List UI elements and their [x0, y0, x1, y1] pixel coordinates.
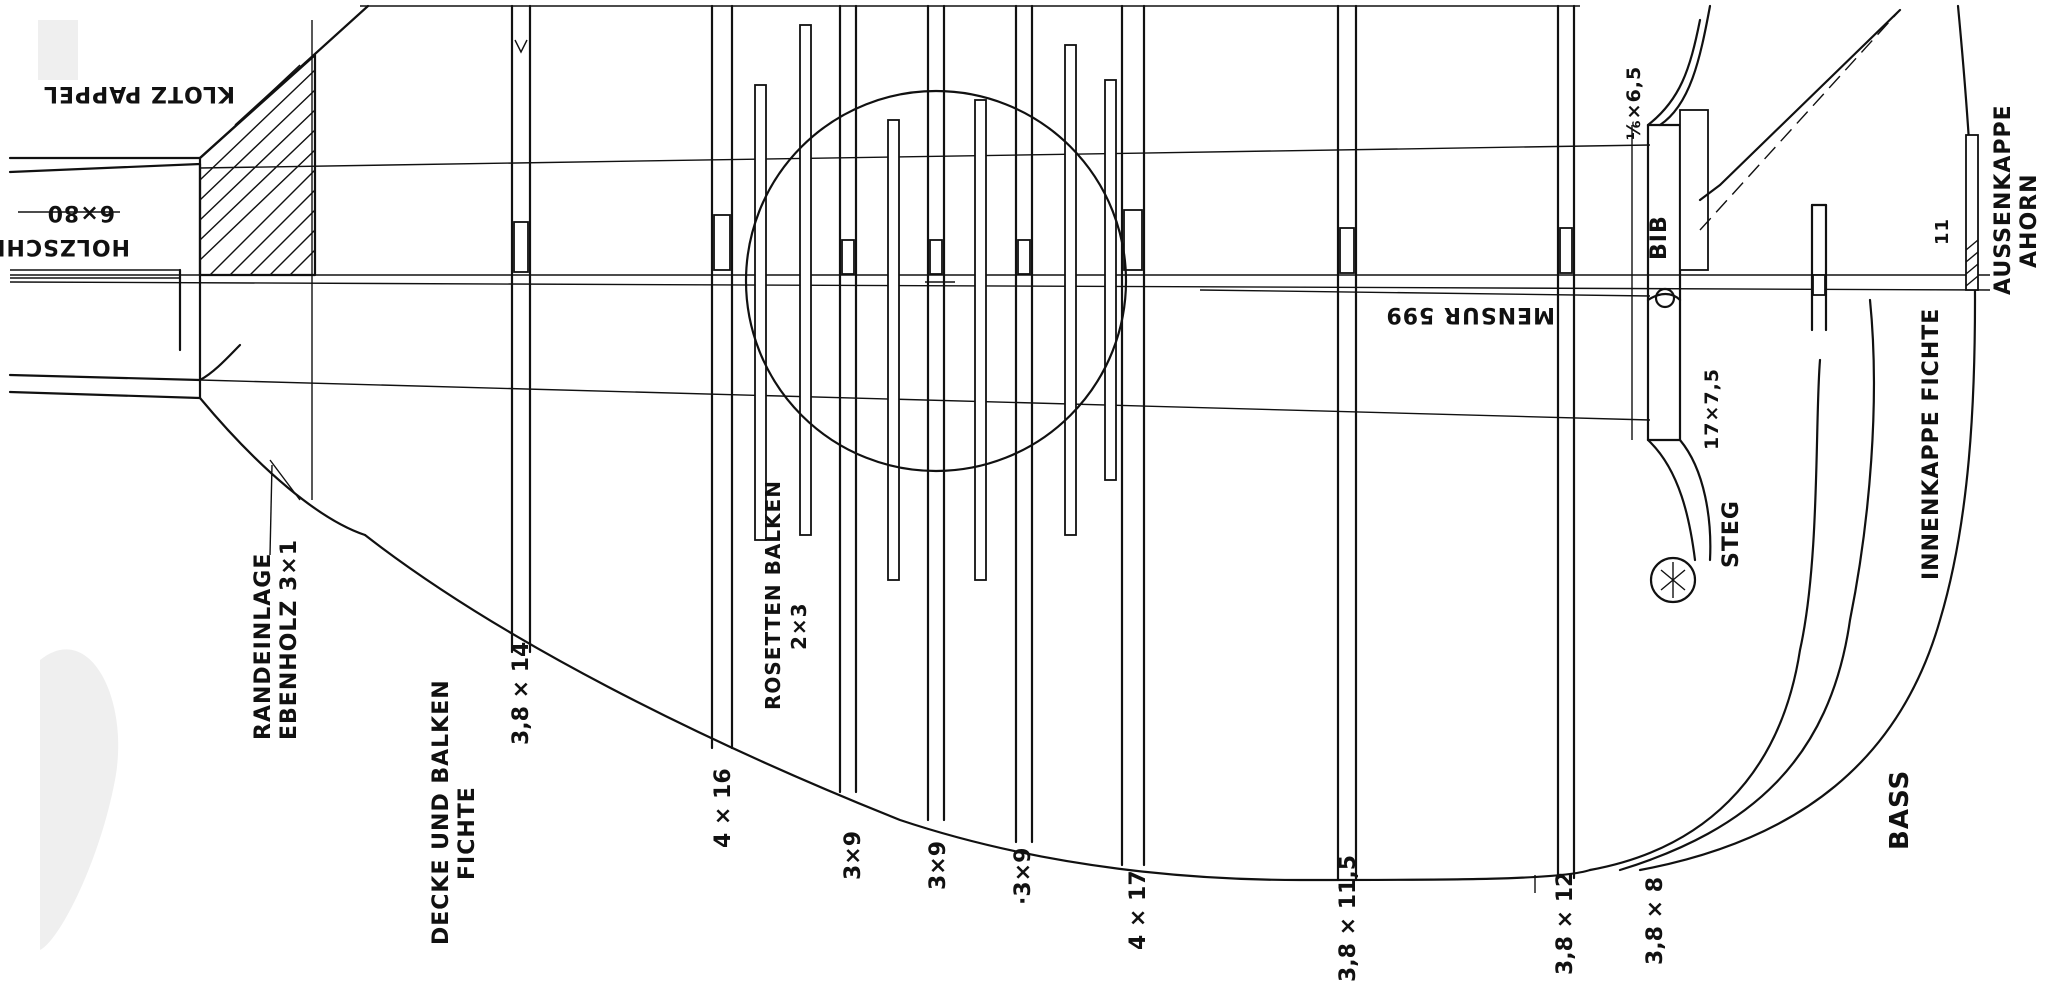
scan-smudge [38, 20, 78, 80]
dim-b4: 3×9 [926, 841, 951, 890]
svg-text:6×80: 6×80 [47, 200, 115, 225]
brace-b7 [1336, 4, 1358, 882]
svg-text:2×3: 2×3 [787, 602, 811, 650]
outer-cap [1965, 134, 1979, 291]
inner-cap [1810, 203, 1828, 332]
label-holzschraube: HOLZSCHRAUBE 6×80 [0, 200, 130, 259]
label-steg-size: 17×7,5 [1701, 368, 1723, 450]
lower-bout-inner [1588, 358, 1822, 872]
label-bridge-top: ⅙×6,5 [1623, 66, 1645, 140]
label-klotz: KLOTZ PAPPEL [43, 81, 235, 106]
dim-b9: 3,8 × 8 [1643, 877, 1668, 965]
label-bass: BASS [1885, 770, 1915, 850]
lower-bout-outer [1618, 298, 1876, 872]
dim-b2: 4 × 16 [711, 768, 736, 848]
svg-text:DECKE UND BALKEN: DECKE UND BALKEN [429, 679, 454, 945]
sound-hole [744, 89, 1128, 473]
dim-b8: 3,8 × 12 [1553, 872, 1578, 975]
label-rosetten: ROSETTEN BALKEN 2×3 [761, 480, 811, 710]
svg-text:EBENHOLZ 3×1: EBENHOLZ 3×1 [277, 539, 302, 740]
label-steg: STEG [1719, 500, 1744, 568]
svg-text:ROSETTEN BALKEN: ROSETTEN BALKEN [761, 480, 785, 710]
leader-randeinlage [269, 464, 273, 556]
brace-b3 [838, 4, 858, 794]
label-innenkappe: INNENKAPPE FICHTE [1919, 308, 1944, 580]
dim-b5: ·3×9 [1011, 848, 1036, 905]
dim-b7: 3,8 × 11,5 [1336, 855, 1361, 982]
label-aussenkappe: AUSSENKAPPE [1991, 104, 2016, 295]
dim-b3: 3×9 [841, 831, 866, 880]
construction-line-2 [1698, 8, 1902, 202]
rosette-bars [754, 24, 1117, 581]
brace-b1 [510, 4, 532, 654]
label-aussenkappe-size: 11 [1932, 218, 1953, 245]
brace-b4 [926, 4, 946, 822]
bridge [1631, 4, 1712, 604]
label-mensur: MENSUR 599 [1385, 302, 1555, 327]
svg-text:FICHTE: FICHTE [455, 786, 480, 880]
brace-b8 [1556, 4, 1576, 880]
construction-line [1699, 9, 1901, 231]
svg-text:RANDEINLAGE: RANDEINLAGE [251, 553, 276, 740]
label-randeinlage: RANDEINLAGE EBENHOLZ 3×1 [251, 539, 302, 740]
brace-b6 [1120, 4, 1146, 867]
svg-text:HOLZSCHRAUBE: HOLZSCHRAUBE [0, 234, 130, 259]
body-outline [363, 533, 1592, 882]
center-lines [9, 144, 1991, 421]
label-ahorn: AHORN [2017, 174, 2042, 269]
dim-b6: 4 × 17 [1126, 870, 1151, 950]
brace-b5 [1014, 4, 1034, 844]
label-bib: BIB [1647, 215, 1672, 260]
label-decke: DECKE UND BALKEN FICHTE [429, 679, 480, 945]
dim-b1: 3,8 × 14 [509, 642, 534, 745]
brace-b2 [710, 4, 734, 750]
scan-smudge [40, 649, 119, 950]
